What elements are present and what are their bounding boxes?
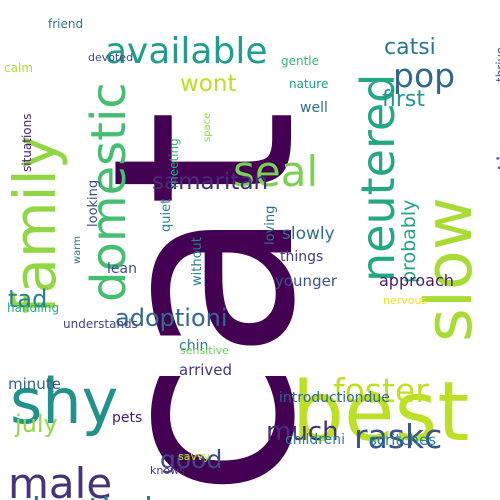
word-devoted: devoted bbox=[88, 51, 134, 64]
word-sensitive: sensitive bbox=[180, 344, 229, 357]
word-approach: approach bbox=[379, 271, 454, 290]
word-friend: friend bbox=[48, 17, 84, 31]
word-savvy: savvy bbox=[178, 450, 211, 463]
word-quiet: quiet bbox=[159, 198, 174, 232]
word-available: available bbox=[105, 31, 268, 72]
word-space: space bbox=[202, 112, 213, 142]
word-shy: shy bbox=[10, 365, 119, 438]
word-adoptioni: adoptioni bbox=[115, 304, 228, 332]
word-introductiondue: introductiondue bbox=[279, 390, 390, 406]
word-nervous: nervous bbox=[383, 294, 428, 307]
word-much: much bbox=[266, 417, 339, 447]
word-understands: understands bbox=[63, 317, 138, 331]
word-best: best bbox=[292, 365, 470, 460]
word-calm: calm bbox=[4, 61, 33, 75]
word-lean: lean bbox=[107, 261, 137, 277]
word-things: things bbox=[280, 249, 324, 265]
word-wont: wont bbox=[180, 71, 237, 97]
word-slow: slow bbox=[412, 197, 487, 342]
word-pop: pop bbox=[393, 56, 456, 95]
word-scritches: scritches bbox=[369, 431, 437, 449]
word-loving: loving bbox=[263, 205, 278, 245]
word-younger: younger bbox=[275, 272, 337, 290]
word-nature: nature bbox=[289, 77, 329, 91]
word-looking: looking bbox=[86, 179, 101, 227]
word-july: july bbox=[15, 410, 58, 438]
word-tad: tad bbox=[8, 285, 48, 313]
word-chin: chin bbox=[179, 338, 209, 354]
word-thrive: thrive bbox=[494, 46, 500, 82]
word-meeting: meeting bbox=[167, 138, 181, 188]
word-pets: pets bbox=[112, 410, 143, 426]
word-male: male bbox=[8, 459, 113, 500]
word-seal: seal bbox=[233, 147, 319, 196]
word-foster: foster bbox=[333, 371, 429, 410]
word-catsi: catsi bbox=[384, 35, 436, 60]
word-slowly: slowly bbox=[282, 224, 335, 244]
word-knows: knows bbox=[150, 464, 185, 477]
word-first: first bbox=[382, 87, 425, 112]
word-childreni: childreni bbox=[285, 432, 346, 448]
word-samaritan: samaritan bbox=[152, 169, 269, 195]
word-raskc: raskc bbox=[354, 417, 443, 456]
word-handling: handling bbox=[7, 301, 60, 315]
word-good: good bbox=[160, 445, 223, 474]
word-well: well bbox=[300, 100, 328, 116]
word-arrived: arrived bbox=[179, 361, 233, 379]
word-warm: warm bbox=[72, 236, 83, 264]
word-without: without bbox=[190, 237, 205, 286]
word-minute: minute bbox=[8, 375, 61, 393]
word-situations: situations bbox=[20, 113, 34, 173]
word-shorthair: shorthair bbox=[14, 494, 167, 500]
word-emotion: emotion bbox=[493, 125, 500, 224]
word-gentle: gentle bbox=[281, 54, 320, 68]
